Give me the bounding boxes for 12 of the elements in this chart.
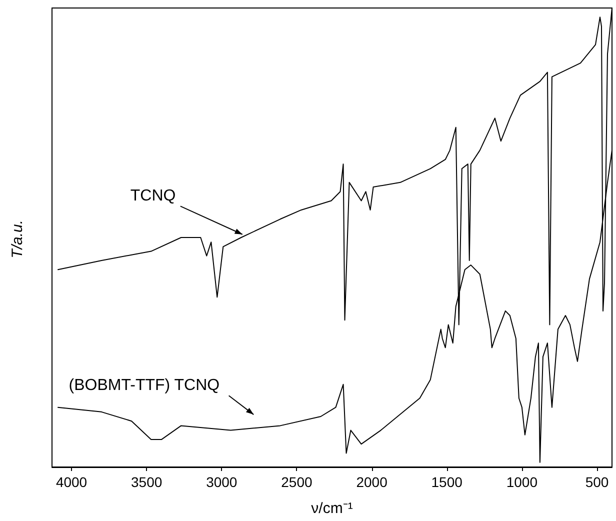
text: TCNQ bbox=[130, 188, 176, 205]
x-tick-label: 2000 bbox=[356, 474, 388, 490]
x-tick-label: 4000 bbox=[56, 474, 88, 490]
x-tick-label: 500 bbox=[585, 474, 609, 490]
y-axis-title: T/a.u. bbox=[9, 220, 26, 258]
series-label: (BOBMT-TTF) TCNQ bbox=[68, 377, 220, 394]
x-tick-label: 2500 bbox=[281, 474, 312, 490]
x-tick-label: 1500 bbox=[431, 474, 463, 490]
x-tick-label: 3500 bbox=[131, 474, 162, 490]
x-axis-title: ν/cm⁻¹ bbox=[311, 500, 353, 517]
x-tick-label: 1000 bbox=[506, 474, 538, 490]
x-tick-label: 3000 bbox=[206, 474, 238, 490]
